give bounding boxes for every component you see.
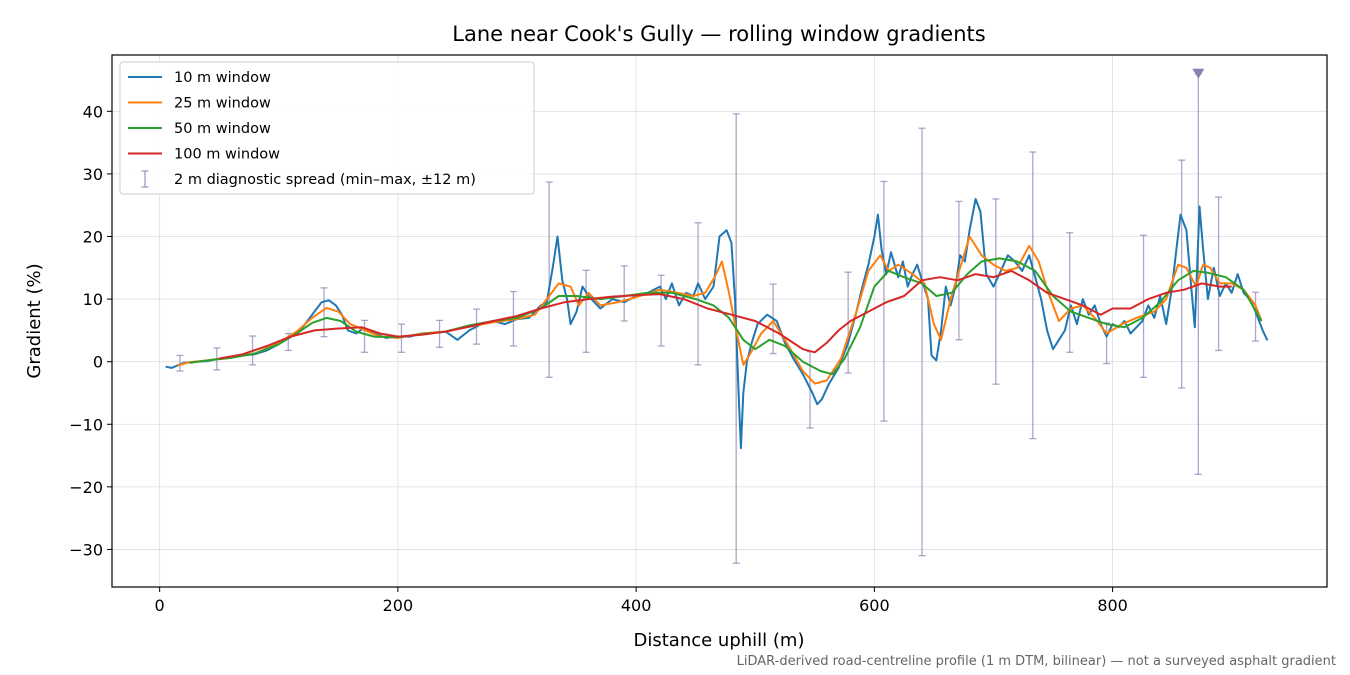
diagnostic-spread-errorbars bbox=[176, 73, 1260, 564]
errorbar bbox=[545, 181, 553, 378]
y-tick-label: −10 bbox=[69, 415, 103, 434]
legend-label: 50 m window bbox=[174, 121, 271, 137]
errorbar bbox=[1178, 159, 1186, 389]
errorbar bbox=[361, 319, 369, 353]
y-tick-label: −30 bbox=[69, 540, 103, 559]
errorbar bbox=[1140, 234, 1148, 378]
errorbar bbox=[1252, 291, 1260, 342]
legend-entry: 10 m window bbox=[128, 70, 271, 86]
legend: 10 m window 25 m window 50 m window 100 m w… bbox=[119, 61, 535, 195]
y-tick-label: −20 bbox=[69, 478, 103, 497]
errorbar bbox=[176, 354, 184, 372]
x-tick-label: 600 bbox=[859, 596, 890, 615]
axes-frame bbox=[111, 54, 1328, 588]
errorbar bbox=[1066, 232, 1074, 353]
x-tick-label: 200 bbox=[383, 596, 414, 615]
legend-label: 10 m window bbox=[174, 70, 271, 86]
y-tick-label: 30 bbox=[83, 165, 103, 184]
legend-label: 25 m window bbox=[174, 96, 271, 112]
errorbar bbox=[582, 269, 590, 353]
legend-entry: 2 m diagnostic spread (min–max, ±12 m) bbox=[141, 170, 476, 188]
errorbar bbox=[436, 319, 444, 348]
legend-entry: 50 m window bbox=[128, 121, 271, 137]
errorbar bbox=[1215, 196, 1223, 352]
y-tick-label: 40 bbox=[83, 102, 103, 121]
legend-entry: 100 m window bbox=[128, 147, 280, 163]
legend-entry: 25 m window bbox=[128, 96, 271, 112]
legend-swatch bbox=[141, 170, 149, 188]
y-tick-label: 20 bbox=[83, 228, 103, 247]
errorbar bbox=[992, 198, 1000, 385]
errorbar bbox=[918, 127, 926, 557]
x-tick-label: 400 bbox=[621, 596, 652, 615]
chart-title: Lane near Cook's Gully — rolling window … bbox=[452, 22, 985, 46]
x-tick-label: 800 bbox=[1097, 596, 1128, 615]
series-line bbox=[219, 269, 1232, 360]
errorbar bbox=[320, 287, 328, 338]
errorbar bbox=[620, 265, 628, 322]
errorbar bbox=[880, 180, 888, 422]
plot-area bbox=[165, 68, 1269, 564]
legend-label: 2 m diagnostic spread (min–max, ±12 m) bbox=[174, 172, 476, 188]
x-axis-label: Distance uphill (m) bbox=[634, 630, 805, 651]
series-line bbox=[189, 257, 1263, 376]
errorbar bbox=[1029, 151, 1037, 440]
axis-ticks: 0 200 400 600 800 −30 −20 −10 0 10 20 30 40 bbox=[69, 102, 1128, 615]
x-tick-label: 0 bbox=[155, 596, 165, 615]
legend-label: 100 m window bbox=[174, 147, 280, 163]
footnote: LiDAR-derived road-centreline profile (1… bbox=[737, 654, 1336, 669]
y-tick-label: 0 bbox=[93, 353, 103, 372]
y-tick-label: 10 bbox=[83, 290, 103, 309]
y-axis-label: Gradient (%) bbox=[24, 263, 45, 378]
legend-box bbox=[119, 61, 535, 195]
clipped-spread-marker bbox=[1192, 68, 1205, 79]
